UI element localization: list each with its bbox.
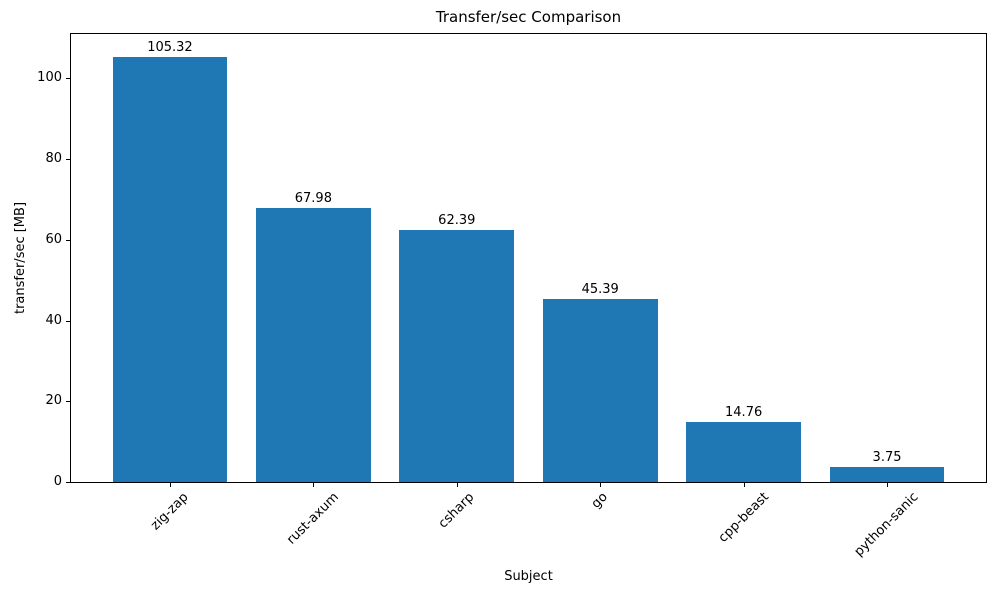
bar-value-label: 105.32 [147,39,193,55]
bar-go [542,298,658,482]
bar-value-label: 14.76 [725,405,763,421]
bar-value-label: 3.75 [872,449,902,465]
bar-rust-axum [256,207,371,482]
x-tick-label-csharp: csharp [435,490,478,532]
x-tick-mark [313,483,315,487]
y-tick-label-100: 100 [37,70,62,86]
y-tick-mark [66,159,70,160]
y-tick-mark [66,401,70,402]
plot-area: 105.32 67.98 62.39 45.39 14.76 3.75 [70,33,987,483]
x-tick-label-rust-axum: rust-axum [283,490,342,548]
x-tick-label-cpp-beast: cpp-beast [715,489,772,547]
bar-cpp-beast [686,422,801,482]
y-tick-label-0: 0 [53,474,62,489]
chart-title: Transfer/sec Comparison [435,8,622,26]
y-tick-mark [66,240,70,241]
x-tick-mark [743,483,745,487]
bar-value-label: 67.98 [294,190,332,206]
y-tick-label-40: 40 [45,312,62,328]
bar-value-label: 45.39 [581,281,619,297]
x-tick-mark [456,483,458,487]
x-tick-label-python-sanic: python-sanic [851,490,922,560]
x-tick-label-go: go [588,489,611,512]
x-tick-label-zig-zap: zig-zap [148,489,192,534]
x-axis-label: Subject [504,569,553,584]
y-tick-mark [66,78,70,79]
y-tick-label-80: 80 [45,151,62,167]
y-tick-label-20: 20 [45,393,62,409]
y-axis-label: transfer/sec [MB] [13,201,28,315]
y-tick-mark [66,482,70,483]
bar-value-label: 62.39 [438,213,476,229]
bar-csharp [399,230,515,482]
x-tick-mark [600,483,602,487]
x-tick-mark [887,483,889,487]
x-tick-mark [169,483,171,487]
bar-python-sanic [829,466,945,482]
y-tick-label-60: 60 [45,231,62,247]
y-tick-mark [66,321,70,322]
bar-zig-zap [112,56,228,482]
